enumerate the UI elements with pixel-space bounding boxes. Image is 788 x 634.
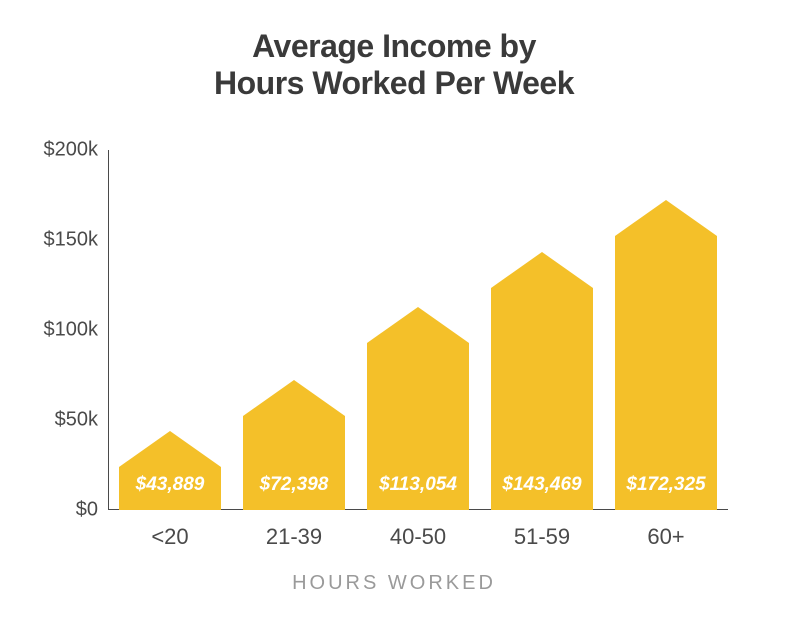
income-by-hours-chart: Average Income by Hours Worked Per Week … [0, 0, 788, 634]
chart-title-line-2: Hours Worked Per Week [0, 65, 788, 102]
bar-tip [491, 252, 593, 288]
x-tick-label: 60+ [647, 510, 684, 550]
bar-value-label: $72,398 [260, 474, 329, 496]
x-tick-label: 40-50 [390, 510, 446, 550]
bar-tip [119, 431, 221, 467]
bar: $43,889 [119, 431, 221, 510]
y-tick-label: $100k [44, 319, 109, 342]
x-tick-label: <20 [151, 510, 188, 550]
bar-tip [615, 200, 717, 236]
bar-value-label: $113,054 [379, 474, 457, 496]
plot-area: $43,889<20$72,39821-39$113,05440-50$143,… [108, 150, 728, 510]
bar: $72,398 [243, 380, 345, 510]
y-tick-label: $200k [44, 139, 109, 162]
bar-value-label: $172,325 [626, 474, 705, 496]
bar-body [615, 236, 717, 510]
bar-slot: $113,05440-50 [356, 150, 480, 510]
bar-tip [367, 307, 469, 343]
bars-container: $43,889<20$72,39821-39$113,05440-50$143,… [108, 150, 728, 510]
bar-slot: $72,39821-39 [232, 150, 356, 510]
y-tick-label: $150k [44, 229, 109, 252]
bar-value-label: $43,889 [136, 474, 205, 496]
x-axis-title: HOURS WORKED [292, 572, 496, 595]
x-tick-label: 51-59 [514, 510, 570, 550]
bar-slot: $143,46951-59 [480, 150, 604, 510]
bar-slot: $172,32560+ [604, 150, 728, 510]
y-tick-label: $50k [55, 409, 108, 432]
bar-tip [243, 380, 345, 416]
bar: $172,325 [615, 200, 717, 510]
bar-slot: $43,889<20 [108, 150, 232, 510]
bar-value-label: $143,469 [502, 474, 581, 496]
y-tick-label: $0 [76, 499, 108, 522]
x-tick-label: 21-39 [266, 510, 322, 550]
bar: $113,054 [367, 307, 469, 510]
bar: $143,469 [491, 252, 593, 510]
chart-title: Average Income by Hours Worked Per Week [0, 28, 788, 102]
chart-title-line-1: Average Income by [0, 28, 788, 65]
